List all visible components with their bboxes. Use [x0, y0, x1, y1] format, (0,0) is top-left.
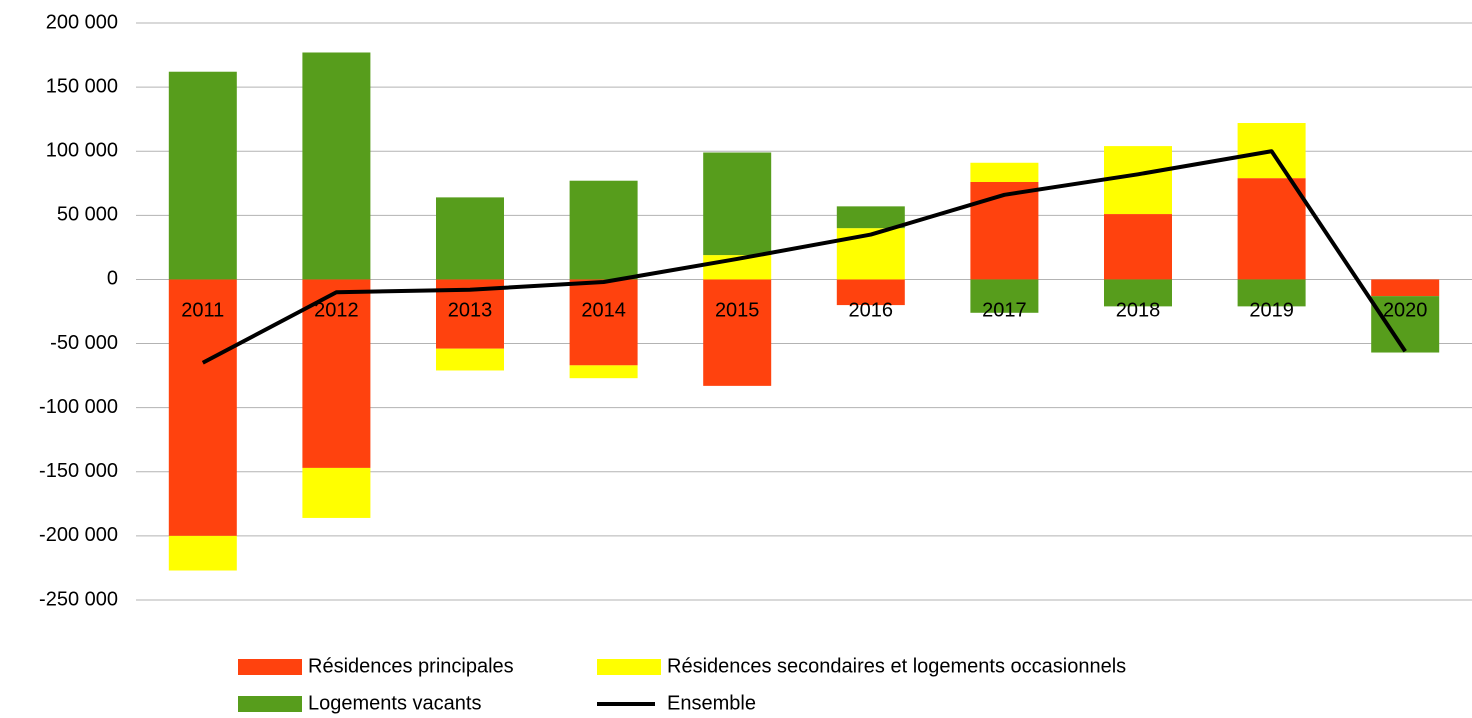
bar-segment — [1104, 214, 1172, 280]
y-tick-label: 0 — [107, 268, 118, 290]
y-tick-label: -150 000 — [39, 460, 118, 482]
bar-segment — [302, 279, 371, 468]
y-tick-label: 50 000 — [57, 204, 118, 226]
bar-segment — [970, 162, 1039, 182]
x-tick-label: 2015 — [715, 300, 760, 322]
y-tick-label: 100 000 — [46, 140, 118, 162]
bar-segment — [1371, 279, 1440, 297]
x-tick-label: 2016 — [849, 300, 894, 322]
y-tick-label: 200 000 — [46, 11, 118, 33]
legend-swatch — [238, 696, 302, 712]
y-tick-label: -50 000 — [50, 332, 118, 354]
bar-segment — [1237, 178, 1306, 280]
bar-segment — [1371, 296, 1440, 353]
bar-segment — [302, 467, 371, 518]
y-tick-label: -100 000 — [39, 396, 118, 418]
bar-segment — [703, 152, 772, 256]
y-tick-label: -200 000 — [39, 524, 118, 546]
x-tick-label: 2018 — [1116, 300, 1161, 322]
x-tick-label: 2020 — [1383, 300, 1428, 322]
bar-segment — [569, 180, 638, 280]
bar-segment — [436, 348, 504, 371]
bar-segment — [703, 279, 772, 386]
y-tick-label: 150 000 — [46, 75, 118, 97]
bar-segment — [836, 206, 905, 229]
bar-segment — [1237, 279, 1306, 307]
bar-segment — [569, 279, 638, 366]
bar-segment — [168, 535, 237, 571]
line-series — [201, 149, 1407, 365]
legend-label: Résidences principales — [308, 655, 514, 677]
x-tick-label: 2013 — [448, 300, 493, 322]
bar-segment — [436, 197, 504, 280]
legend-swatch — [597, 659, 661, 675]
legend-swatch — [238, 659, 302, 675]
legend-label: Ensemble — [667, 692, 756, 714]
bar-segment — [836, 279, 905, 306]
x-tick-label: 2017 — [982, 300, 1027, 322]
bar-segment — [302, 52, 371, 280]
bar-segment — [1104, 279, 1172, 307]
x-tick-label: 2019 — [1249, 300, 1294, 322]
x-tick-label: 2012 — [314, 300, 359, 322]
bar-segment — [168, 279, 237, 536]
x-tick-label: 2011 — [181, 300, 224, 322]
legend-label: Logements vacants — [308, 692, 481, 714]
legend-label: Résidences secondaires et logements occa… — [667, 655, 1126, 677]
x-tick-label: 2014 — [581, 300, 626, 322]
bar-segment — [1104, 146, 1172, 215]
bar-segment — [168, 71, 237, 280]
bar-segment — [569, 365, 638, 379]
bar-segment — [970, 181, 1039, 280]
y-tick-label: -250 000 — [39, 588, 118, 610]
bar-segment — [970, 279, 1039, 313]
